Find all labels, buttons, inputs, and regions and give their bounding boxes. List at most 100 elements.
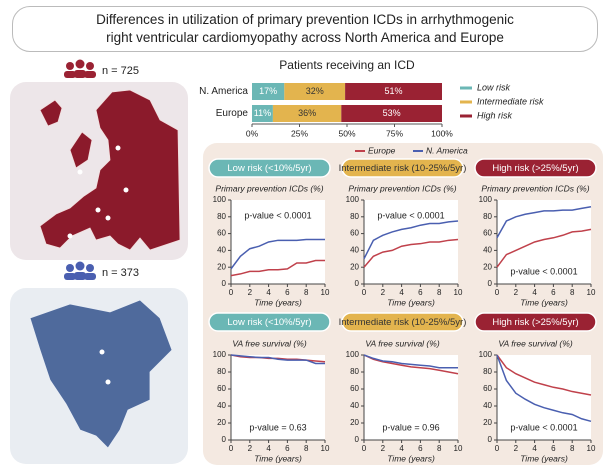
x-tick-label: 10 [321,444,330,453]
europe-people-icon [64,59,96,78]
y-tick-label: 40 [350,401,359,410]
x-tick-label: 6 [551,444,556,453]
x-tick-label: 6 [418,444,423,453]
y-tick-label: 100 [479,195,493,204]
x-axis-title: Time (years) [387,297,435,307]
x-tick-label: 2 [381,444,386,453]
x-tick-label: 2 [248,288,253,297]
bar-segment [272,105,342,122]
series-line [230,354,326,363]
y-tick-label: 40 [483,401,492,410]
x-tick-label: 25% [291,128,308,138]
series-line [230,238,325,270]
y-tick-label: 100 [213,350,227,359]
y-tick-label: 80 [217,367,226,376]
p-value-annotation: p-value < 0.0001 [377,210,444,220]
series-line [230,354,325,365]
x-axis-title: Time (years) [387,453,435,463]
na-map [29,299,173,449]
x-tick-label: 4 [399,288,404,297]
legend-label: Low risk [477,82,511,92]
x-tick-label: 4 [532,288,537,297]
plot-bg [231,355,325,440]
p-value-annotation: p-value < 0.0001 [244,210,311,220]
na-count: n = 373 [102,267,139,279]
x-tick-label: 8 [570,288,575,297]
y-tick-label: 60 [483,384,492,393]
series-line [496,354,592,396]
legend-label: Europe [368,145,396,155]
y-tick-label: 40 [217,246,226,255]
y-tick-label: 0 [488,279,493,288]
value-label: 36% [298,108,316,118]
value-label: 53% [383,108,401,118]
x-tick-label: 75% [386,128,403,138]
x-tick-label: 10 [454,288,463,297]
y-tick-label: 20 [483,262,492,271]
x-tick-label: 6 [285,444,290,453]
chart-title: High risk (>25%/5yr) [492,317,578,328]
page-title: Differences in utilization of primary pr… [12,6,598,52]
x-tick-label: 4 [266,288,271,297]
series-line [363,220,459,260]
plot-bg [497,200,591,284]
legend-label: N. America [426,145,468,155]
x-tick-label: 4 [532,444,537,453]
risk-pill [208,158,331,178]
y-tick-label: 100 [346,195,360,204]
risk-pill [474,312,597,332]
x-tick-label: 10 [454,444,463,453]
y-tick-label: 80 [350,367,359,376]
x-tick-label: 0 [229,288,234,297]
risk-pill [341,312,464,332]
chart-title: Low risk (<10%/5yr) [227,163,311,174]
x-tick-label: 10 [587,444,596,453]
series-line [363,238,459,268]
series-line [496,354,592,423]
plot-bg [364,355,458,440]
na-pins [99,349,111,385]
x-tick-label: 4 [399,444,404,453]
x-tick-label: 2 [248,444,253,453]
y-tick-label: 80 [350,212,359,221]
p-value-annotation: p-value < 0.0001 [510,266,577,276]
legend-label: Intermediate risk [477,96,544,106]
x-tick-label: 4 [266,444,271,453]
p-value-annotation: p-value < 0.0001 [510,422,577,432]
europe-pins [67,145,129,239]
x-tick-label: 8 [304,444,309,453]
legend-label: High risk [477,110,513,120]
x-tick-label: 0 [229,444,234,453]
y-tick-label: 60 [217,384,226,393]
y-axis-title: Primary prevention ICDs (%) [481,183,589,193]
series-line [363,354,459,375]
y-tick-label: 60 [350,229,359,238]
y-tick-label: 80 [483,212,492,221]
y-tick-label: 0 [222,279,227,288]
value-label: 51% [385,86,403,96]
y-tick-label: 100 [479,350,493,359]
x-axis-title: Time (years) [520,453,568,463]
x-axis-title: Time (years) [254,297,302,307]
x-tick-label: 0 [362,288,367,297]
category-label: Europe [216,108,249,119]
risk-pill [474,158,597,178]
x-tick-label: 10 [587,288,596,297]
y-tick-label: 60 [350,384,359,393]
europe-count: n = 725 [102,65,139,77]
x-tick-label: 2 [381,288,386,297]
x-tick-label: 6 [551,288,556,297]
na-people-icon [64,261,96,280]
y-tick-label: 80 [217,212,226,221]
y-axis-title: VA free survival (%) [232,338,306,348]
x-tick-label: 2 [514,444,519,453]
y-tick-label: 40 [350,246,359,255]
series-line [230,259,325,277]
bar-segment [252,83,285,100]
y-tick-label: 0 [355,279,360,288]
chart-title: Low risk (<10%/5yr) [227,317,311,328]
x-tick-label: 8 [437,444,442,453]
x-tick-label: 0 [495,444,500,453]
